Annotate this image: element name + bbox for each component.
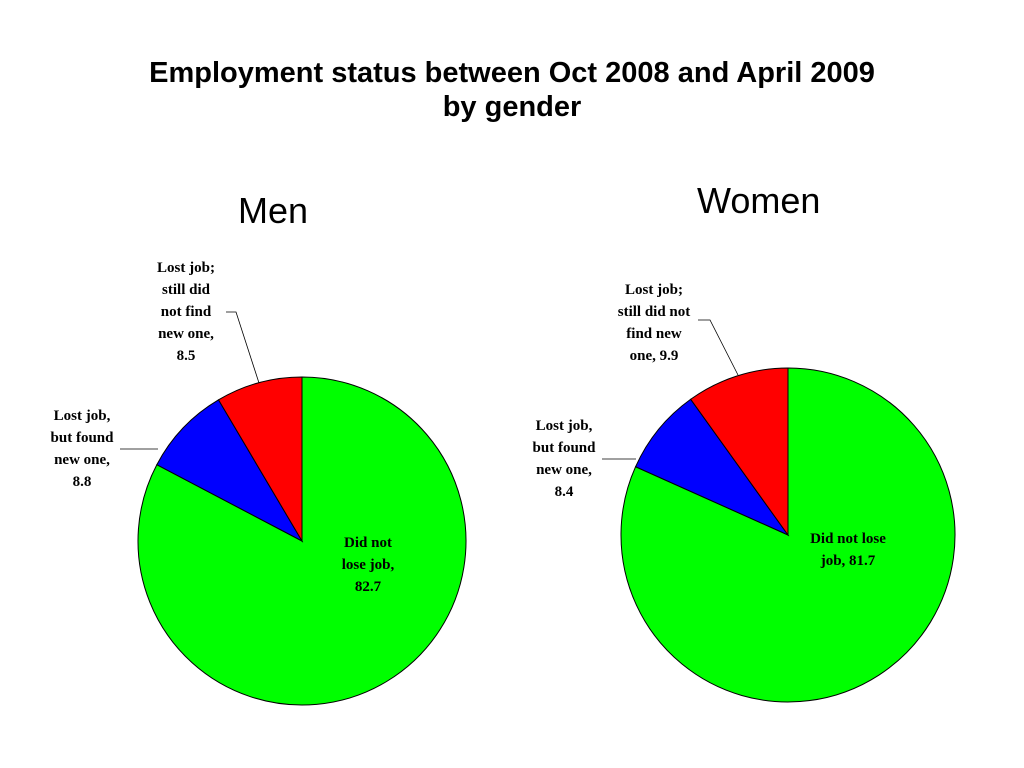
slice-label-line-1-0-0: Did not lose <box>810 531 886 547</box>
slice-label-line-1-2-1: still did not <box>618 304 691 320</box>
slice-label-line-1-2-0: Lost job; <box>625 282 683 298</box>
pie-slice-0-1 <box>156 399 304 543</box>
slice-label-line-1-1-0: Lost job, <box>536 418 593 434</box>
slice-label-line-0-2-1: still did <box>162 282 211 298</box>
slice-label-line-0-0-1: lose job, <box>342 557 395 573</box>
chart-title-women: Women <box>697 180 821 221</box>
slice-label-line-1-1-1: but found <box>533 440 597 456</box>
slice-label-0-0: Did not lose job, 82.7 <box>342 535 395 595</box>
slice-label-line-1-2-3: one, 9.9 <box>630 348 679 364</box>
slice-label-0-2: Lost job; still did not find new one, 8.5 <box>157 260 215 364</box>
page-title: Employment status between Oct 2008 and A… <box>0 56 1024 124</box>
slice-label-line-1-1-3: 8.4 <box>555 484 574 500</box>
title-line-2: by gender <box>442 91 582 123</box>
slice-label-line-0-0-2: 82.7 <box>355 579 382 595</box>
slice-label-line-0-2-0: Lost job; <box>157 260 215 276</box>
slice-label-1-0: Did not lose job, 81.7 <box>810 531 886 569</box>
title-line-1: Employment status between Oct 2008 and A… <box>149 57 875 89</box>
leader-line-0-2 <box>226 311 260 384</box>
slice-label-1-2: Lost job; still did not find new one, 9.9 <box>618 282 691 364</box>
slice-label-1-1: Lost job, but found new one, 8.4 <box>533 418 597 500</box>
slice-label-0-1: Lost job, but found new one, 8.8 <box>51 408 115 490</box>
leader-line-1-2 <box>698 319 739 376</box>
slice-label-line-0-2-4: 8.5 <box>177 348 196 364</box>
slice-label-line-0-1-0: Lost job, <box>54 408 111 424</box>
slice-label-line-1-1-2: new one, <box>536 462 592 478</box>
pie-slice-1-2 <box>689 367 789 537</box>
slice-label-line-0-2-3: new one, <box>158 326 214 342</box>
slice-label-line-0-1-2: new one, <box>54 452 110 468</box>
chart-title-men: Men <box>238 190 309 231</box>
slice-label-line-1-2-2: find new <box>626 326 682 342</box>
slice-label-line-0-2-2: not find <box>161 304 212 320</box>
slice-label-line-1-0-1: job, 81.7 <box>820 553 876 569</box>
pie-slice-1-1 <box>634 398 790 537</box>
slice-label-line-0-1-3: 8.8 <box>73 474 92 490</box>
slice-label-line-0-0-0: Did not <box>344 535 392 551</box>
slice-label-line-0-1-1: but found <box>51 430 115 446</box>
